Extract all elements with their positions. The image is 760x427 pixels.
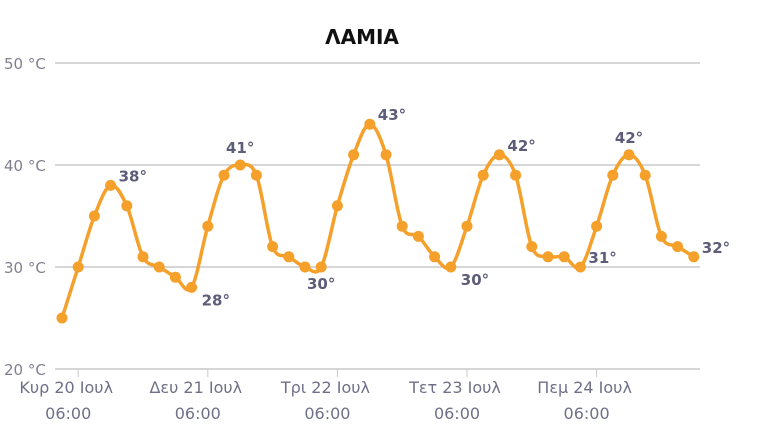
data-label: 31°	[588, 249, 616, 267]
x-tick-day-label: Πεμ 24 Ιουλ	[537, 378, 632, 397]
data-point[interactable]	[655, 230, 667, 242]
data-point[interactable]	[688, 251, 700, 263]
data-point[interactable]	[623, 149, 635, 161]
data-point[interactable]	[72, 261, 84, 273]
data-point[interactable]	[510, 169, 522, 181]
data-point[interactable]	[153, 261, 165, 273]
data-point[interactable]	[283, 251, 295, 263]
data-point[interactable]	[56, 312, 68, 324]
data-point[interactable]	[445, 261, 457, 273]
data-label: 42°	[615, 129, 643, 147]
data-point[interactable]	[429, 251, 441, 263]
data-point[interactable]	[412, 230, 424, 242]
data-point[interactable]	[299, 261, 311, 273]
data-label: 38°	[119, 167, 147, 185]
data-point[interactable]	[250, 169, 262, 181]
data-point[interactable]	[88, 210, 100, 222]
data-label: 28°	[202, 291, 230, 309]
data-point[interactable]	[396, 220, 408, 232]
data-point[interactable]	[186, 281, 198, 293]
data-point[interactable]	[493, 149, 505, 161]
data-point[interactable]	[477, 169, 489, 181]
x-tick-time-label: 06:00	[175, 404, 221, 423]
data-point[interactable]	[315, 261, 327, 273]
temperature-series-line	[60, 122, 696, 320]
data-label: 32°	[702, 239, 730, 257]
data-point[interactable]	[542, 251, 554, 263]
data-label: 43°	[378, 106, 406, 124]
data-label: 42°	[507, 137, 535, 155]
data-point[interactable]	[591, 220, 603, 232]
data-point[interactable]	[639, 169, 651, 181]
data-label: 30°	[461, 271, 489, 289]
data-point[interactable]	[461, 220, 473, 232]
y-tick-label: 50 °C	[4, 55, 46, 73]
chart-title: ΛΑΜΙΑ	[325, 25, 399, 49]
y-tick-label: 20 °C	[4, 361, 46, 379]
x-tick-day-label: Τετ 23 Ιουλ	[408, 378, 501, 397]
data-point[interactable]	[607, 169, 619, 181]
data-point[interactable]	[218, 169, 230, 181]
data-point[interactable]	[105, 179, 117, 191]
x-tick-day-label: Τρι 22 Ιουλ	[280, 378, 370, 397]
data-point[interactable]	[121, 200, 133, 212]
data-point[interactable]	[348, 149, 360, 161]
y-tick-label: 30 °C	[4, 259, 46, 277]
data-point[interactable]	[234, 159, 246, 171]
x-tick-day-label: Κυρ 20 Ιουλ	[19, 378, 113, 397]
y-tick-label: 40 °C	[4, 157, 46, 175]
x-tick-time-label: 06:00	[45, 404, 91, 423]
data-point[interactable]	[331, 200, 343, 212]
x-tick-time-label: 06:00	[434, 404, 480, 423]
data-label: 41°	[226, 139, 254, 157]
data-point[interactable]	[380, 149, 392, 161]
data-label: 30°	[307, 275, 335, 293]
x-tick-time-label: 06:00	[564, 404, 610, 423]
data-point[interactable]	[169, 271, 181, 283]
data-point[interactable]	[558, 251, 570, 263]
data-point[interactable]	[202, 220, 214, 232]
data-point[interactable]	[526, 241, 538, 253]
data-point[interactable]	[364, 118, 376, 130]
data-point[interactable]	[267, 241, 279, 253]
data-point[interactable]	[137, 251, 149, 263]
data-point[interactable]	[672, 241, 684, 253]
x-tick-time-label: 06:00	[304, 404, 350, 423]
data-point[interactable]	[574, 261, 586, 273]
x-tick-day-label: Δευ 21 Ιουλ	[149, 378, 242, 397]
